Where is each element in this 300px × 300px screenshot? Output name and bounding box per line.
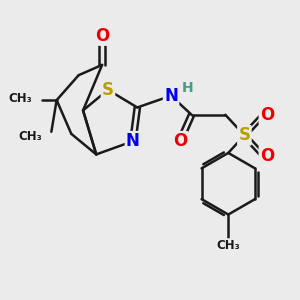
Text: S: S (238, 126, 250, 144)
Text: N: N (164, 87, 178, 105)
Text: H: H (182, 81, 193, 95)
Text: N: N (126, 132, 140, 150)
Text: CH₃: CH₃ (8, 92, 32, 105)
Text: O: O (260, 147, 274, 165)
Text: O: O (260, 106, 274, 124)
Text: CH₃: CH₃ (216, 239, 240, 252)
Text: O: O (95, 27, 109, 45)
Text: CH₃: CH₃ (18, 130, 42, 143)
Text: S: S (102, 81, 114, 99)
Text: O: O (173, 132, 187, 150)
